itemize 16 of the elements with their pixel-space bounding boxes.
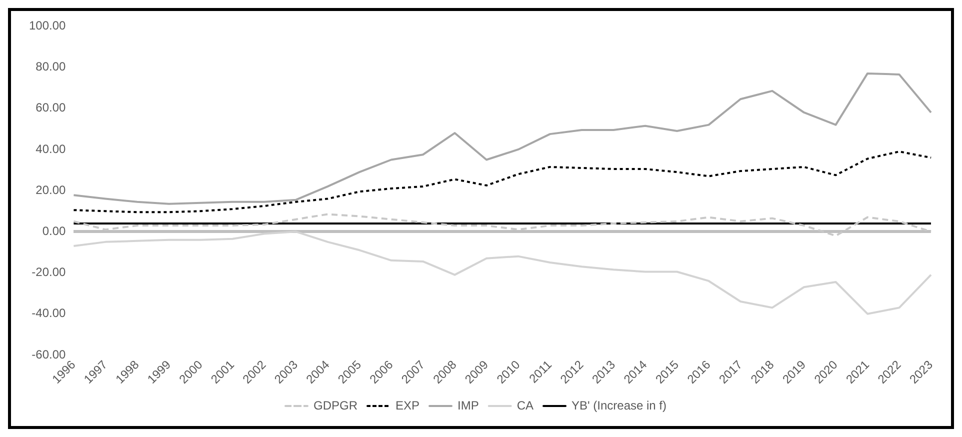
legend-label: CA: [516, 398, 534, 412]
y-tick-label: -40.00: [32, 306, 66, 320]
legend-label: EXP: [396, 398, 420, 412]
y-tick-label: 20.00: [36, 182, 66, 197]
line-series: [72, 150, 932, 214]
legend-label: IMP: [458, 398, 479, 412]
y-tick-label: 40.00: [36, 142, 66, 156]
legend-label: YB' (Increase in f): [572, 398, 667, 412]
y-tick-label: 0.00: [42, 224, 66, 238]
y-tick-label: 100.00: [29, 18, 66, 33]
line-series: [72, 213, 932, 237]
y-tick-label: -20.00: [32, 265, 66, 280]
y-tick-label: 80.00: [36, 60, 66, 74]
y-tick-label: -60.00: [32, 347, 66, 362]
legend-label: GDPGR: [313, 398, 358, 412]
y-tick-label: 60.00: [36, 100, 66, 115]
